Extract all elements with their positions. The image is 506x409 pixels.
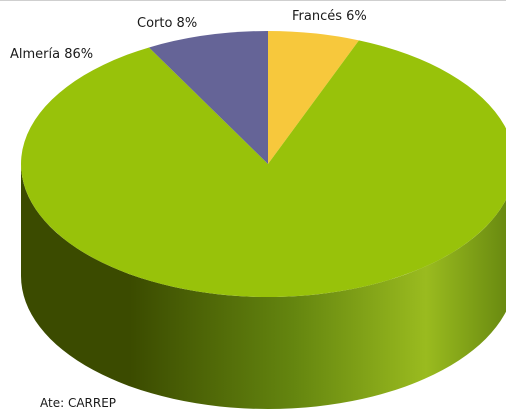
data-label-frances: Francés 6% [292, 9, 367, 24]
pie-slice-almeria [21, 40, 506, 297]
pie-side-wall [21, 164, 506, 409]
data-label-corto: Corto 8% [137, 16, 197, 31]
data-label-almeria: Almería 86% [10, 47, 93, 62]
source-caption: Ate: CARREP [40, 396, 116, 409]
pie-slice-frances [268, 31, 359, 164]
pie-slices [21, 31, 506, 297]
pie-slice-corto [149, 31, 268, 164]
top-rule [0, 0, 506, 1]
